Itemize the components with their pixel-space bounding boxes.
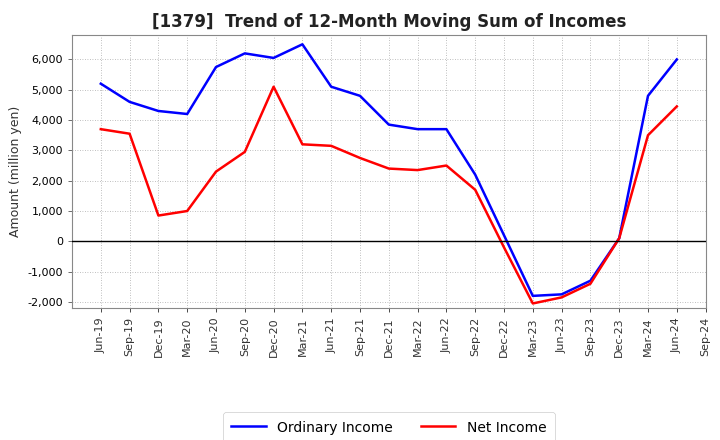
Ordinary Income (644, 93, 652, 99)
Net Income (154, 213, 163, 218)
Ordinary Income (384, 122, 393, 127)
Net Income (298, 142, 307, 147)
Net Income (96, 127, 105, 132)
Net Income (212, 169, 220, 174)
Ordinary Income (269, 55, 278, 61)
Net Income (240, 149, 249, 154)
Net Income (672, 104, 681, 109)
Ordinary Income (96, 81, 105, 86)
Net Income (500, 245, 508, 250)
Line: Net Income: Net Income (101, 87, 677, 304)
Net Income (356, 155, 364, 161)
Net Income (471, 187, 480, 192)
Ordinary Income (154, 108, 163, 114)
Ordinary Income (586, 278, 595, 283)
Ordinary Income (471, 172, 480, 177)
Ordinary Income (615, 236, 624, 241)
Line: Ordinary Income: Ordinary Income (101, 44, 677, 296)
Ordinary Income (298, 42, 307, 47)
Ordinary Income (240, 51, 249, 56)
Net Income (557, 295, 566, 300)
Ordinary Income (442, 127, 451, 132)
Ordinary Income (557, 292, 566, 297)
Net Income (269, 84, 278, 89)
Net Income (644, 132, 652, 138)
Net Income (615, 236, 624, 241)
Ordinary Income (212, 64, 220, 70)
Ordinary Income (672, 57, 681, 62)
Ordinary Income (356, 93, 364, 99)
Ordinary Income (413, 127, 422, 132)
Title: [1379]  Trend of 12-Month Moving Sum of Incomes: [1379] Trend of 12-Month Moving Sum of I… (152, 13, 626, 31)
Net Income (384, 166, 393, 171)
Ordinary Income (500, 233, 508, 238)
Net Income (183, 209, 192, 214)
Net Income (442, 163, 451, 168)
Net Income (528, 301, 537, 306)
Net Income (327, 143, 336, 148)
Ordinary Income (528, 293, 537, 298)
Net Income (586, 281, 595, 286)
Net Income (413, 168, 422, 173)
Ordinary Income (183, 111, 192, 117)
Ordinary Income (125, 99, 134, 105)
Legend: Ordinary Income, Net Income: Ordinary Income, Net Income (223, 412, 554, 440)
Ordinary Income (327, 84, 336, 89)
Y-axis label: Amount (million yen): Amount (million yen) (9, 106, 22, 237)
Net Income (125, 131, 134, 136)
